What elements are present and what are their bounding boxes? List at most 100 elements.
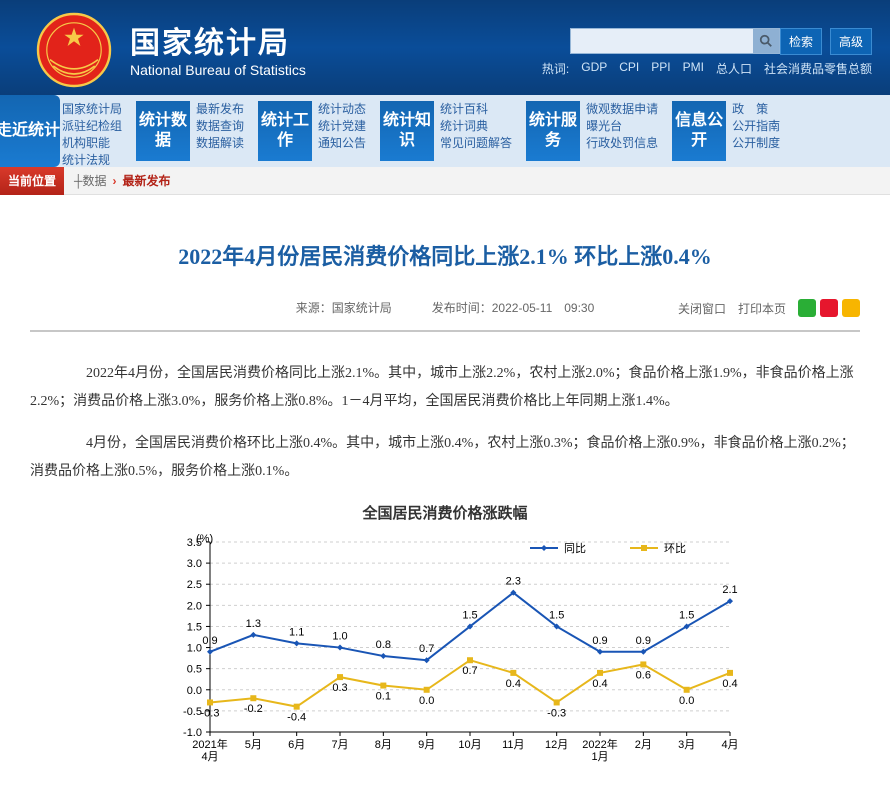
nav-tab-work[interactable]: 统计工作: [258, 101, 312, 161]
svg-text:-0.2: -0.2: [244, 703, 263, 715]
svg-text:3月: 3月: [678, 739, 695, 751]
article-source: 国家统计局: [332, 301, 392, 315]
nav-tab-knowledge[interactable]: 统计知识: [380, 101, 434, 161]
svg-text:0.4: 0.4: [592, 678, 607, 690]
article-body: 2022年4月份，全国居民消费价格同比上涨2.1%。其中，城市上涨2.2%，农村…: [30, 332, 860, 772]
svg-text:0.4: 0.4: [722, 678, 737, 690]
hot-word[interactable]: PPI: [651, 60, 670, 77]
svg-text:-0.4: -0.4: [287, 712, 306, 724]
nav-tab-home[interactable]: 走近统计: [0, 95, 60, 167]
nav-link[interactable]: 政 策: [732, 101, 780, 118]
search-button[interactable]: 检索: [780, 28, 822, 55]
svg-text:2.1: 2.1: [722, 584, 737, 596]
nav-link[interactable]: 国家统计局: [62, 101, 122, 118]
svg-text:1.1: 1.1: [289, 626, 304, 638]
svg-text:4月: 4月: [201, 751, 218, 763]
paragraph: 4月份，全国居民消费价格环比上涨0.4%。其中，城市上涨0.4%，农村上涨0.3…: [30, 430, 860, 486]
nav-link[interactable]: 统计百科: [440, 101, 512, 118]
article: 2022年4月份居民消费价格同比上涨2.1% 环比上涨0.4% 来源：国家统计局…: [0, 195, 890, 792]
svg-text:1.5: 1.5: [187, 621, 202, 633]
cpi-chart: 全国居民消费价格涨跌幅 -1.0-0.50.00.51.01.52.02.53.…: [150, 500, 740, 772]
nav-link[interactable]: 常见问题解答: [440, 135, 512, 152]
nav-tab-data[interactable]: 统计数据: [136, 101, 190, 161]
breadcrumb-item[interactable]: ┼数据: [74, 172, 107, 189]
svg-text:2022年: 2022年: [582, 737, 617, 751]
search-icon[interactable]: [753, 29, 779, 53]
hot-word[interactable]: 总人口: [716, 60, 752, 77]
hot-word[interactable]: GDP: [581, 60, 607, 77]
svg-text:0.9: 0.9: [636, 635, 651, 647]
chart-canvas: -1.0-0.50.00.51.01.52.02.53.03.5(%)2021年…: [150, 532, 740, 772]
search-input[interactable]: [571, 29, 753, 53]
breadcrumb: 当前位置 ┼数据 › 最新发布: [0, 167, 890, 195]
svg-text:同比: 同比: [564, 542, 586, 555]
svg-text:11月: 11月: [502, 739, 524, 751]
svg-text:1.5: 1.5: [462, 609, 477, 621]
nav-link[interactable]: 曝光台: [586, 118, 658, 135]
svg-text:2.0: 2.0: [187, 600, 202, 612]
close-link[interactable]: 关闭窗口: [678, 300, 726, 317]
svg-text:1.5: 1.5: [549, 609, 564, 621]
svg-text:0.3: 0.3: [332, 682, 347, 694]
nav-link[interactable]: 统计党建: [318, 118, 366, 135]
site-header: 国家统计局 National Bureau of Statistics 检索 高…: [0, 0, 890, 95]
nav-tab-open[interactable]: 信息公开: [672, 101, 726, 161]
nav-link[interactable]: 派驻纪检组: [62, 118, 122, 135]
favorite-icon[interactable]: [842, 299, 860, 317]
svg-text:4月: 4月: [721, 739, 738, 751]
svg-text:-0.3: -0.3: [547, 707, 566, 719]
svg-text:环比: 环比: [664, 542, 686, 555]
national-emblem-icon: [34, 10, 114, 90]
paragraph: 2022年4月份，全国居民消费价格同比上涨2.1%。其中，城市上涨2.2%，农村…: [30, 360, 860, 416]
svg-text:-0.5: -0.5: [183, 706, 202, 718]
svg-text:1.5: 1.5: [679, 609, 694, 621]
nav-link[interactable]: 行政处罚信息: [586, 135, 658, 152]
wechat-icon[interactable]: [798, 299, 816, 317]
svg-text:8月: 8月: [375, 739, 392, 751]
svg-text:9月: 9月: [418, 739, 435, 751]
breadcrumb-sep: ›: [113, 174, 117, 188]
nav-link[interactable]: 通知公告: [318, 135, 366, 152]
svg-text:0.7: 0.7: [419, 643, 434, 655]
advanced-button[interactable]: 高级: [830, 28, 872, 55]
hot-label: 热词:: [542, 60, 569, 77]
svg-text:(%): (%): [196, 533, 213, 545]
nav-tab-service[interactable]: 统计服务: [526, 101, 580, 161]
share-icons: [798, 299, 860, 317]
hot-words: 热词: GDP CPI PPI PMI 总人口 社会消费品零售总额: [542, 60, 872, 77]
nav-sub-home: 国家统计局 派驻纪检组 机构职能 统计法规: [62, 101, 122, 169]
nav-link[interactable]: 机构职能: [62, 135, 122, 152]
nav-link[interactable]: 数据解读: [196, 135, 244, 152]
svg-text:10月: 10月: [458, 739, 481, 751]
nav-link[interactable]: 统计法规: [62, 152, 122, 169]
article-time: 2022-05-11 09:30: [492, 301, 595, 315]
svg-text:2.5: 2.5: [187, 579, 202, 591]
svg-text:2.3: 2.3: [506, 576, 521, 588]
svg-text:0.5: 0.5: [187, 664, 202, 676]
print-link[interactable]: 打印本页: [738, 300, 786, 317]
nav-link[interactable]: 最新发布: [196, 101, 244, 118]
svg-text:0.1: 0.1: [376, 691, 391, 703]
svg-text:-0.3: -0.3: [201, 707, 220, 719]
nav-link[interactable]: 公开制度: [732, 135, 780, 152]
svg-text:7月: 7月: [331, 739, 348, 751]
svg-text:6月: 6月: [288, 739, 305, 751]
site-title-cn: 国家统计局: [130, 18, 306, 62]
svg-text:0.0: 0.0: [679, 695, 694, 707]
nav-link[interactable]: 公开指南: [732, 118, 780, 135]
svg-text:-1.0: -1.0: [183, 727, 202, 739]
weibo-icon[interactable]: [820, 299, 838, 317]
svg-text:0.8: 0.8: [376, 639, 391, 651]
svg-text:2月: 2月: [635, 739, 652, 751]
breadcrumb-badge: 当前位置: [0, 167, 64, 195]
svg-text:3.0: 3.0: [187, 558, 202, 570]
nav-link[interactable]: 统计词典: [440, 118, 512, 135]
hot-word[interactable]: CPI: [619, 60, 639, 77]
svg-text:0.9: 0.9: [592, 635, 607, 647]
nav-link[interactable]: 统计动态: [318, 101, 366, 118]
hot-word[interactable]: 社会消费品零售总额: [764, 60, 872, 77]
nav-link[interactable]: 微观数据申请: [586, 101, 658, 118]
svg-text:5月: 5月: [245, 739, 262, 751]
nav-link[interactable]: 数据查询: [196, 118, 244, 135]
hot-word[interactable]: PMI: [683, 60, 704, 77]
